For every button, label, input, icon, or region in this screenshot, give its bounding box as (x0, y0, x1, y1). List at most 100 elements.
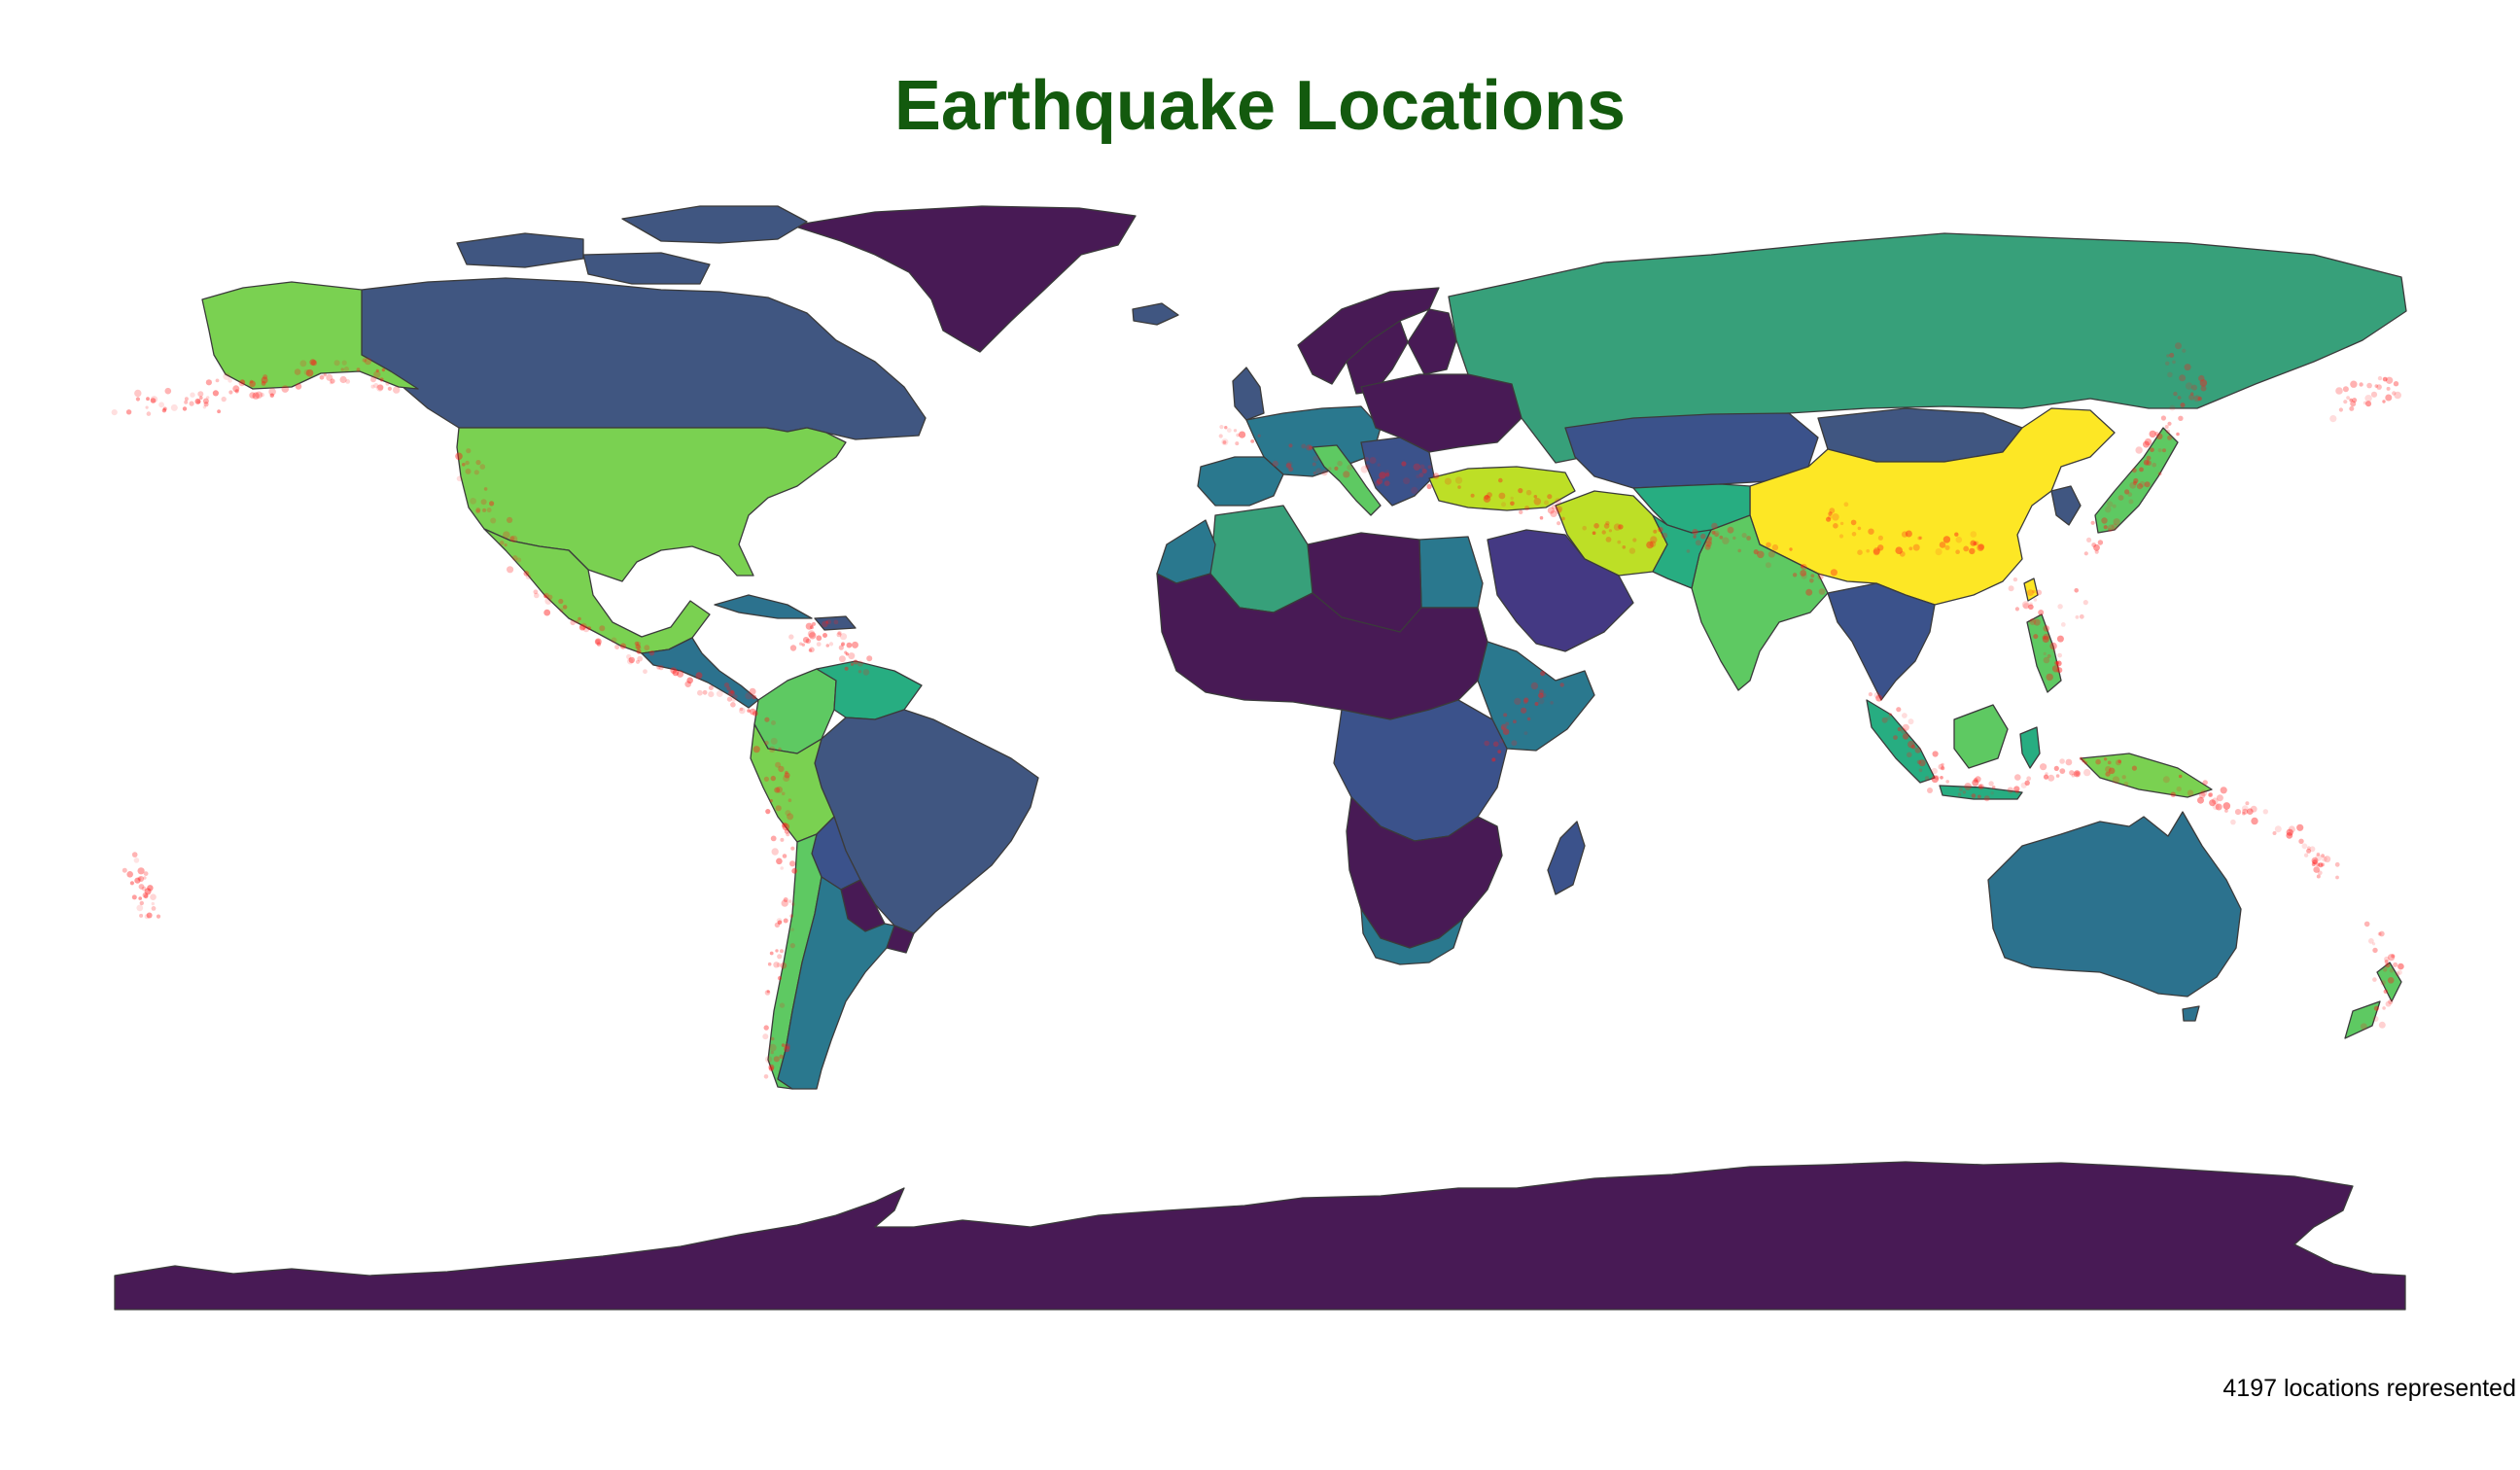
earthquake-point (525, 574, 532, 579)
country-hispaniola[interactable] (814, 615, 857, 631)
earthquake-point (2378, 930, 2385, 937)
country-mexico[interactable] (483, 528, 711, 654)
earthquake-point (730, 690, 734, 694)
country-taiwan[interactable] (2023, 578, 2039, 602)
region-horn-of-africa[interactable] (1477, 641, 1595, 752)
earthquake-point (775, 761, 782, 768)
country-morocco[interactable] (1156, 519, 1216, 584)
earthquake-point (1418, 472, 1424, 477)
country-japan[interactable] (2094, 427, 2179, 534)
earthquake-point (543, 592, 549, 599)
earthquake-point (1219, 425, 1224, 430)
earthquake-point (626, 653, 632, 660)
earthquake-point (2105, 766, 2112, 773)
country-madagascar[interactable] (1547, 821, 1586, 895)
country-png[interactable] (2080, 752, 2213, 798)
earthquake-point (136, 904, 144, 912)
earthquake-point (2049, 642, 2057, 650)
country-canada-islands-3[interactable] (582, 252, 711, 285)
earthquake-point (776, 918, 783, 924)
country-turkey[interactable] (1428, 466, 1576, 511)
earthquake-point (2346, 396, 2351, 400)
earthquake-point (1518, 488, 1523, 494)
country-italy[interactable] (1312, 444, 1382, 516)
region-eastern-europe[interactable] (1360, 373, 1522, 453)
continent-antarctica[interactable] (114, 1161, 2406, 1311)
earthquake-point (1905, 530, 1912, 538)
earthquake-point (1224, 426, 1228, 430)
earthquake-point (2334, 861, 2340, 867)
earthquake-point (223, 372, 230, 380)
earthquake-point (238, 379, 246, 387)
earthquake-point (857, 660, 864, 667)
earthquake-point (768, 1066, 774, 1071)
country-cuba[interactable] (714, 594, 813, 619)
earthquake-point (2172, 360, 2176, 365)
earthquake-point (2388, 998, 2394, 1004)
country-pakistan[interactable] (1652, 514, 1712, 589)
earthquake-point (1236, 433, 1240, 438)
country-indonesia-sumatra[interactable] (1866, 699, 1936, 784)
country-spain[interactable] (1197, 456, 1284, 507)
country-usa-alaska[interactable] (201, 281, 419, 390)
earthquake-point (2377, 375, 2383, 381)
earthquake-point (2342, 386, 2349, 393)
earthquake-point (2343, 400, 2348, 404)
earthquake-point (2167, 371, 2173, 378)
country-indonesia-java[interactable] (1939, 785, 2023, 800)
country-china[interactable] (1749, 407, 2116, 606)
country-australia[interactable] (1987, 811, 2242, 998)
region-southern-africa[interactable] (1346, 796, 1503, 949)
country-argentina[interactable] (777, 876, 895, 1090)
earthquake-point (1257, 434, 1261, 438)
earthquake-point (848, 652, 856, 660)
country-iceland[interactable] (1132, 302, 1179, 326)
earthquake-point (783, 897, 788, 902)
country-saudi-arabia[interactable] (1487, 529, 1634, 652)
earthquake-point (1955, 536, 1963, 543)
earthquake-point (2079, 613, 2084, 619)
earthquake-point (2097, 540, 2104, 545)
earthquake-point (1899, 550, 1906, 557)
country-uruguay[interactable] (886, 925, 915, 954)
country-egypt[interactable] (1418, 536, 1484, 609)
earthquake-point (677, 670, 684, 678)
earthquake-point (822, 633, 827, 638)
earthquake-point (791, 867, 798, 874)
region-southeast-asia[interactable] (1827, 582, 1936, 701)
earthquake-point (575, 619, 579, 624)
earthquake-point (1312, 455, 1319, 462)
country-greenland[interactable] (791, 205, 1137, 353)
country-philippines[interactable] (2026, 613, 2062, 693)
earthquake-point (2197, 796, 2204, 804)
earthquake-point (2029, 602, 2033, 607)
country-new-zealand-south[interactable] (2344, 1000, 2381, 1039)
country-canada[interactable] (361, 277, 927, 440)
earthquake-point (1727, 526, 1734, 534)
country-canada-islands-2[interactable] (621, 205, 808, 244)
earthquake-point (773, 1056, 780, 1063)
earthquake-point (801, 643, 805, 647)
earthquake-point (1868, 528, 1874, 535)
country-indonesia-borneo[interactable] (1953, 704, 2009, 769)
country-australia-tasmania[interactable] (2182, 1005, 2200, 1022)
country-finland[interactable] (1407, 308, 1457, 375)
earthquake-point (2152, 462, 2156, 468)
earthquake-point (2045, 772, 2048, 776)
earthquake-point (2020, 782, 2027, 788)
country-indonesia-sulawesi[interactable] (2019, 726, 2041, 769)
country-sweden[interactable] (1346, 320, 1409, 395)
country-canada-islands[interactable] (456, 232, 584, 268)
country-new-zealand[interactable] (2376, 962, 2402, 1002)
country-korea[interactable] (2050, 485, 2082, 526)
country-russia[interactable] (1448, 232, 2407, 464)
country-south-africa[interactable] (1360, 908, 1464, 965)
country-uk[interactable] (1232, 367, 1265, 421)
earthquake-point (2315, 854, 2323, 861)
earthquake-point (281, 385, 290, 393)
earthquake-point (2105, 771, 2111, 777)
earthquake-point (2136, 483, 2144, 490)
earthquake-point (785, 770, 788, 775)
earthquake-point (294, 368, 301, 375)
country-india[interactable] (1691, 514, 1829, 691)
